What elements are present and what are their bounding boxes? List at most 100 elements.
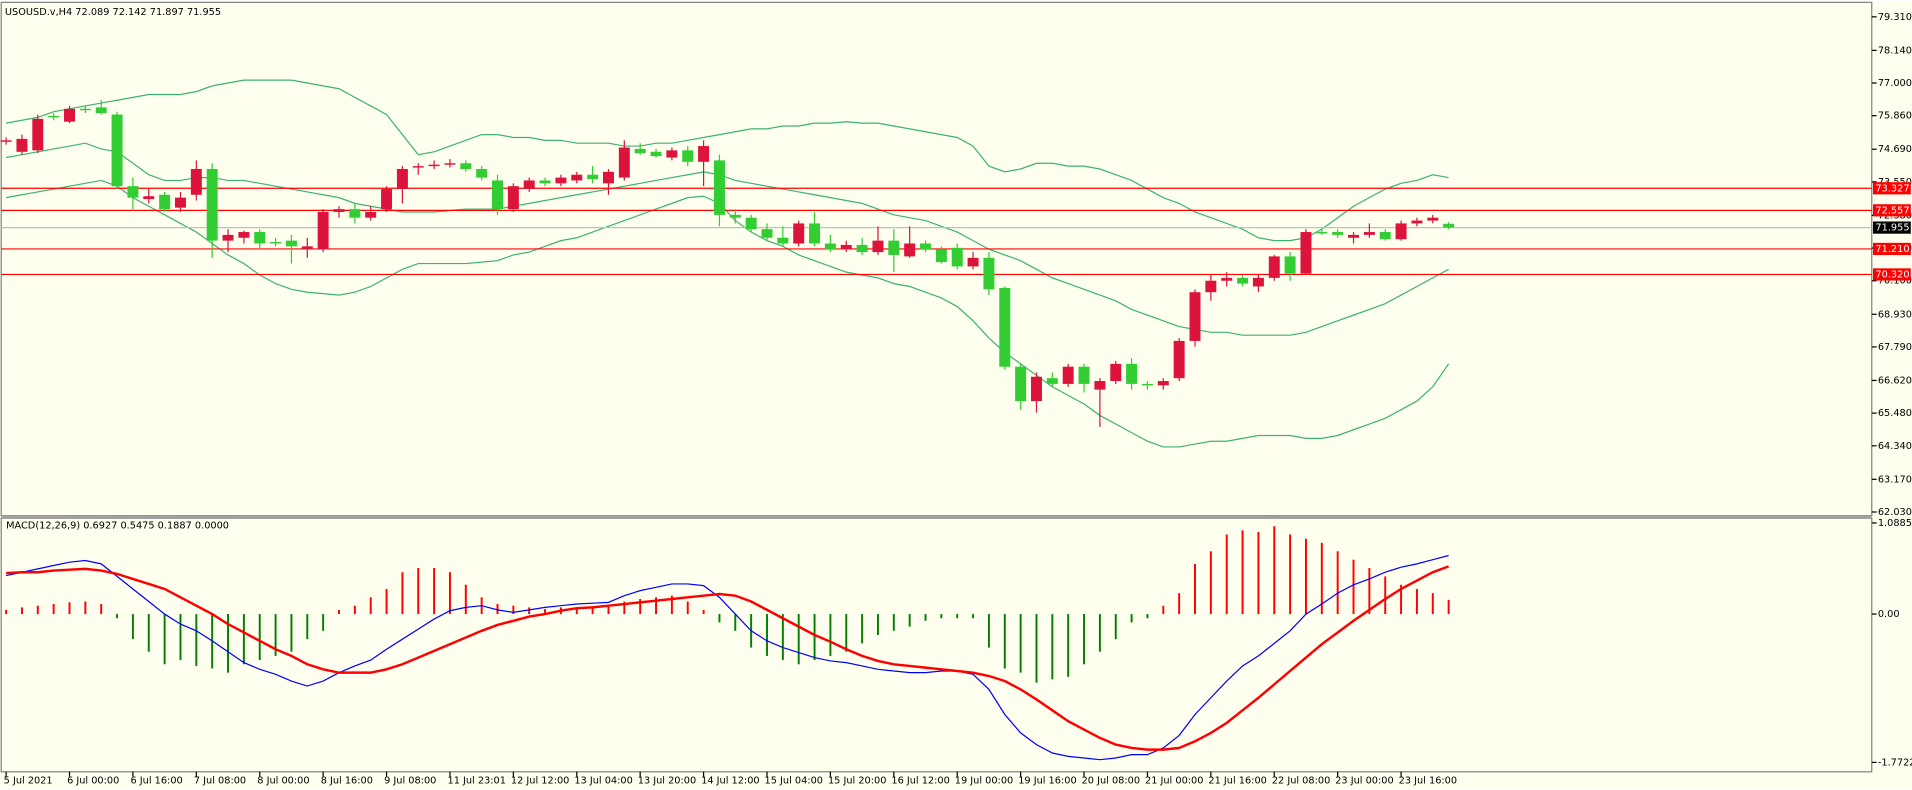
y-tick-label: 78.140 xyxy=(1878,45,1912,56)
candle-body xyxy=(698,146,710,162)
candle-body xyxy=(793,223,805,244)
candle-body xyxy=(159,194,171,210)
x-tick-label: 9 Jul 08:00 xyxy=(384,775,436,786)
x-tick-label: 12 Jul 12:00 xyxy=(511,775,569,786)
candle-body xyxy=(1300,232,1312,274)
y-tick-label: 70.100 xyxy=(1878,276,1912,287)
candle-body xyxy=(1110,363,1122,382)
candle-body xyxy=(571,174,583,181)
candle-body xyxy=(285,240,297,247)
candle-body xyxy=(587,174,599,180)
candle-body xyxy=(1015,366,1027,402)
candle-body xyxy=(1173,340,1185,379)
candle-body xyxy=(824,243,836,250)
candle-body xyxy=(95,107,107,114)
candle-body xyxy=(396,168,408,190)
candle-body xyxy=(0,140,12,142)
candle-body xyxy=(618,147,630,178)
candle-body xyxy=(777,237,789,244)
candle-body xyxy=(1395,223,1407,240)
candle-body xyxy=(1252,277,1264,287)
candle-body xyxy=(1126,363,1138,384)
y-tick-label: 1.0885 xyxy=(1878,518,1912,529)
y-tick-label: -1.7722 xyxy=(1878,757,1912,768)
candle-body xyxy=(1284,256,1296,274)
candle-body xyxy=(761,229,773,238)
candle-body xyxy=(1411,220,1423,224)
x-tick-label: 20 Jul 08:00 xyxy=(1082,775,1140,786)
y-tick-label: 0.00 xyxy=(1878,609,1900,620)
level-label: 73.327 xyxy=(1875,183,1909,194)
y-tick-label: 67.790 xyxy=(1878,342,1912,353)
level-tag xyxy=(1872,268,1911,281)
candle-body xyxy=(238,232,250,238)
candle-body xyxy=(1078,366,1090,384)
x-tick-label: 19 Jul 00:00 xyxy=(955,775,1013,786)
candle-body xyxy=(492,180,503,210)
candle-body xyxy=(301,246,313,250)
candle-body xyxy=(254,232,266,244)
candle-body xyxy=(729,214,741,218)
candle-body xyxy=(809,223,821,244)
candle-body xyxy=(428,164,440,167)
candle-body xyxy=(872,240,884,253)
candle-body xyxy=(856,244,868,253)
candle-body xyxy=(935,249,947,263)
x-tick-label: 14 Jul 12:00 xyxy=(701,775,759,786)
candle-body xyxy=(904,243,916,257)
y-tick-label: 62.030 xyxy=(1878,507,1912,518)
candle-body xyxy=(64,108,75,122)
x-tick-label: 21 Jul 16:00 xyxy=(1208,775,1266,786)
candle-body xyxy=(1221,277,1233,281)
candle-body xyxy=(1094,381,1106,390)
last-price-label: 71.955 xyxy=(1875,223,1909,234)
candle-body xyxy=(349,209,361,218)
candle-body xyxy=(317,211,329,250)
level-label: 72.557 xyxy=(1875,205,1909,216)
x-tick-label: 8 Jul 00:00 xyxy=(257,775,309,786)
x-tick-label: 6 Jul 16:00 xyxy=(130,775,182,786)
candle-body xyxy=(1268,256,1280,278)
x-tick-label: 19 Jul 16:00 xyxy=(1018,775,1076,786)
layer: 79.31078.14077.00075.86074.69073.55072.3… xyxy=(0,12,1912,786)
x-tick-label: 23 Jul 00:00 xyxy=(1335,775,1393,786)
y-tick-label: 74.690 xyxy=(1878,144,1912,155)
candle-body xyxy=(1141,383,1153,386)
candle-body xyxy=(48,115,60,118)
candle-body xyxy=(127,186,139,198)
level-tag xyxy=(1872,242,1911,256)
candle-body xyxy=(1427,217,1439,221)
candle-body xyxy=(444,163,456,165)
x-tick-label: 15 Jul 20:00 xyxy=(828,775,886,786)
y-tick-label: 79.310 xyxy=(1878,12,1912,23)
y-tick-label: 75.860 xyxy=(1878,111,1912,122)
candle-body xyxy=(555,177,567,184)
bollinger-band xyxy=(5,79,1449,242)
candle-body xyxy=(650,151,662,157)
candle-body xyxy=(888,240,900,255)
candle-body xyxy=(1348,234,1360,238)
candle-body xyxy=(190,168,202,195)
x-tick-label: 13 Jul 20:00 xyxy=(638,775,696,786)
candle-body xyxy=(1205,280,1217,293)
candle-body xyxy=(460,163,472,169)
y-tick-label: 77.000 xyxy=(1878,78,1912,89)
x-tick-label: 8 Jul 16:00 xyxy=(321,775,373,786)
candle-body xyxy=(111,114,123,187)
candle-body xyxy=(507,186,519,210)
candle-body xyxy=(967,257,979,267)
candle-body xyxy=(16,138,28,152)
x-tick-label: 16 Jul 12:00 xyxy=(891,775,949,786)
candle-body xyxy=(333,209,345,212)
y-tick-label: 63.170 xyxy=(1878,474,1912,485)
candle-body xyxy=(365,211,377,218)
candle-body xyxy=(840,244,852,250)
candle-body xyxy=(381,189,393,210)
candle-body xyxy=(1046,378,1058,384)
candle-body xyxy=(999,287,1011,367)
y-tick-label: 64.340 xyxy=(1878,441,1912,452)
candle-body xyxy=(682,150,694,162)
candle-body xyxy=(206,168,218,241)
x-tick-label: 23 Jul 16:00 xyxy=(1399,775,1457,786)
